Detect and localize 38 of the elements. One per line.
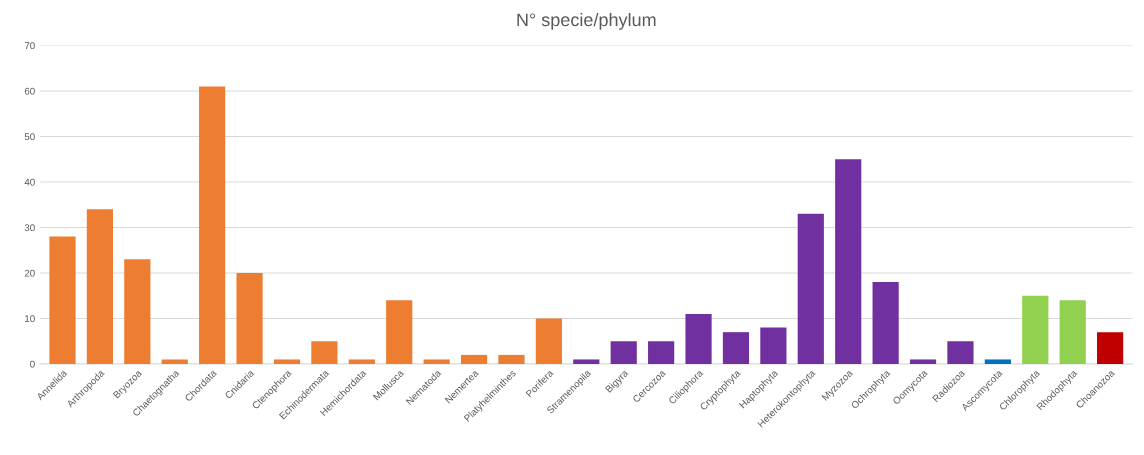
bar: [273, 359, 301, 364]
bar: [947, 341, 974, 364]
bar: [311, 341, 338, 364]
bar: [610, 341, 637, 364]
y-tick-label: 70: [24, 42, 35, 50]
y-tick-label: 60: [24, 87, 35, 95]
bar: [199, 86, 226, 364]
bar: [1097, 332, 1124, 364]
bar: [423, 359, 450, 364]
bar: [236, 273, 263, 364]
bar: [685, 313, 712, 364]
y-tick-label: 0: [30, 360, 35, 368]
y-tick-label: 10: [25, 315, 35, 323]
bar: [872, 282, 899, 364]
y-tick-label: 50: [24, 133, 35, 141]
y-tick-label: 30: [24, 224, 35, 232]
bar: [498, 354, 525, 364]
bar: [722, 332, 750, 364]
bar: [124, 259, 151, 364]
bar: [835, 159, 862, 364]
bar: [1022, 295, 1049, 364]
bar: [760, 327, 787, 364]
y-tick-label: 40: [24, 178, 35, 186]
bar: [535, 318, 562, 364]
bar: [460, 354, 488, 364]
bar: [984, 359, 1011, 364]
bar: [648, 341, 675, 364]
y-tick-label: 20: [24, 269, 35, 277]
bar: [1059, 300, 1086, 364]
bar: [348, 359, 375, 364]
bar: [86, 209, 113, 364]
bar: [49, 236, 76, 364]
bar: [161, 359, 188, 364]
bar: [573, 359, 600, 364]
bar: [909, 359, 937, 364]
bar: [797, 213, 824, 364]
bar: [386, 300, 413, 364]
chart-title: N° specie/phylum: [517, 12, 656, 30]
